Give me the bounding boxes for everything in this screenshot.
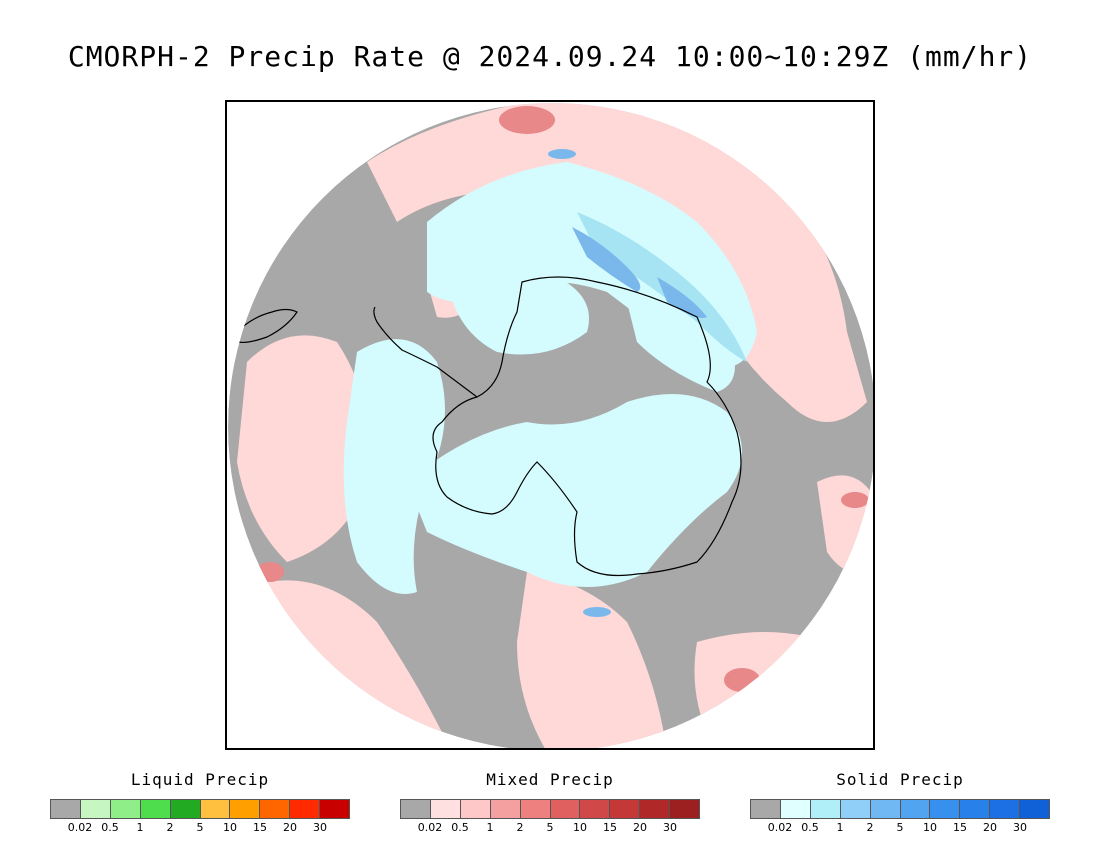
legend-tick-label: 1 [836, 821, 844, 834]
solid-precip-heavy-regions [548, 149, 707, 617]
legend-swatch [460, 800, 491, 818]
legend-title: Solid Precip [836, 770, 964, 789]
legend-swatch [320, 800, 350, 818]
legend-swatch [430, 800, 461, 818]
legend-swatches [750, 799, 1050, 819]
legend-swatch [960, 800, 991, 818]
south-america-coastline [236, 308, 298, 344]
legend-tick-label: 30 [1013, 821, 1027, 834]
legend-swatch [520, 800, 551, 818]
legend-tick-label: 2 [866, 821, 874, 834]
legend-tick-label: 0.5 [101, 821, 119, 834]
legend-swatch [840, 800, 871, 818]
mixed-precip-heavy-spots [256, 106, 869, 692]
antarctic-peninsula-coastline [373, 306, 478, 398]
legend-swatch [51, 800, 81, 818]
legend-tick-label: 2 [166, 821, 174, 834]
legend-tick-label: 20 [983, 821, 997, 834]
legend-swatch [230, 800, 261, 818]
legend-tick-label: 5 [196, 821, 204, 834]
solid-precip-light-regions [343, 162, 757, 594]
legend-mixed-precip: Mixed Precip 0.02 0.5 1 2 5 10 15 20 30 [400, 770, 700, 835]
legend-swatches [400, 799, 700, 819]
antarctica-coastline [432, 276, 742, 577]
legend-swatch [200, 800, 231, 818]
legend-tick-label: 5 [546, 821, 554, 834]
legend-swatches [50, 799, 350, 819]
legend-swatch [80, 800, 111, 818]
map-title: CMORPH-2 Precip Rate @ 2024.09.24 10:00~… [67, 40, 1033, 73]
legend-swatch [170, 800, 201, 818]
legend-tick-label: 20 [633, 821, 647, 834]
legend-swatch [610, 800, 641, 818]
legend-swatch [1020, 800, 1050, 818]
legend-liquid-precip: Liquid Precip 0.02 0.5 1 2 5 10 15 20 30 [50, 770, 350, 835]
legend-swatch [870, 800, 901, 818]
legend-ticks: 0.02 0.5 1 2 5 10 15 20 30 [750, 821, 1050, 835]
legend-tick-label: 15 [253, 821, 267, 834]
legend-swatch [900, 800, 931, 818]
legend-swatch [490, 800, 521, 818]
legend-swatch [780, 800, 811, 818]
legend-swatch [990, 800, 1021, 818]
legend-swatch [260, 800, 291, 818]
legend-tick-label: 2 [516, 821, 524, 834]
map-frame [225, 100, 875, 750]
legend-swatch [751, 800, 781, 818]
legend-swatch [290, 800, 321, 818]
legend-swatch [640, 800, 671, 818]
legend-swatch [580, 800, 611, 818]
legend-swatch [140, 800, 171, 818]
legend-tick-label: 10 [223, 821, 237, 834]
legend-tick-label: 0.02 [417, 821, 443, 834]
legend-tick-label: 0.02 [767, 821, 793, 834]
legend-swatch [110, 800, 141, 818]
legend-tick-label: 0.5 [451, 821, 469, 834]
legend-tick-label: 5 [896, 821, 904, 834]
legend-swatch [550, 800, 581, 818]
legend-tick-label: 30 [663, 821, 677, 834]
legend-tick-label: 15 [603, 821, 617, 834]
legend-tick-label: 1 [486, 821, 494, 834]
legend-solid-precip: Solid Precip 0.02 0.5 1 2 5 10 15 20 30 [750, 770, 1050, 835]
legend-tick-label: 0.5 [801, 821, 819, 834]
legend-tick-label: 1 [136, 821, 144, 834]
legend-swatch [930, 800, 961, 818]
legend-title: Mixed Precip [486, 770, 614, 789]
legend-swatch [670, 800, 700, 818]
legend-ticks: 0.02 0.5 1 2 5 10 15 20 30 [50, 821, 350, 835]
legend-swatch [401, 800, 431, 818]
polar-stereographic-map [228, 103, 873, 748]
legend-tick-label: 10 [923, 821, 937, 834]
legend-swatch [810, 800, 841, 818]
legend-tick-label: 30 [313, 821, 327, 834]
legend-title: Liquid Precip [130, 770, 270, 789]
legend-tick-label: 15 [953, 821, 967, 834]
legend-tick-label: 0.02 [67, 821, 93, 834]
legend-tick-label: 10 [573, 821, 587, 834]
legend-ticks: 0.02 0.5 1 2 5 10 15 20 30 [400, 821, 700, 835]
legend-tick-label: 20 [283, 821, 297, 834]
